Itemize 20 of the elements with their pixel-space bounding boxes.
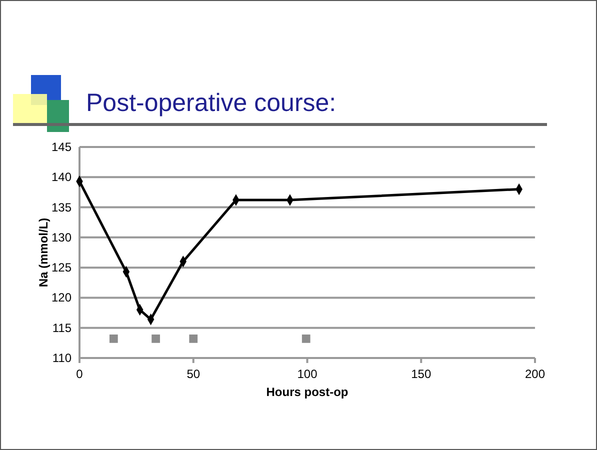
point bbox=[302, 334, 310, 343]
point bbox=[189, 334, 198, 343]
y-tick-label: 145 bbox=[51, 140, 72, 154]
y-tick-label: 135 bbox=[51, 200, 72, 214]
x-tick-label: 200 bbox=[524, 367, 546, 381]
x-axis-title: Hours post-op bbox=[266, 385, 348, 399]
y-tick-label: 125 bbox=[51, 260, 72, 275]
chart-title: Post-operative course: bbox=[86, 89, 336, 117]
point bbox=[109, 334, 118, 343]
x-tick-label: 100 bbox=[297, 367, 318, 381]
y-tick-label: 110 bbox=[52, 351, 72, 365]
y-axis-title: Na (mmol/L) bbox=[36, 218, 50, 288]
y-tick-label: 130 bbox=[51, 230, 72, 244]
y-tick-label: 115 bbox=[52, 320, 72, 335]
point bbox=[152, 334, 160, 343]
x-tick-label: 50 bbox=[186, 367, 200, 381]
y-tick-label: 120 bbox=[51, 290, 72, 305]
y-tick-label: 140 bbox=[51, 170, 72, 184]
x-tick-label: 150 bbox=[411, 367, 432, 381]
x-tick-label: 0 bbox=[76, 367, 84, 381]
